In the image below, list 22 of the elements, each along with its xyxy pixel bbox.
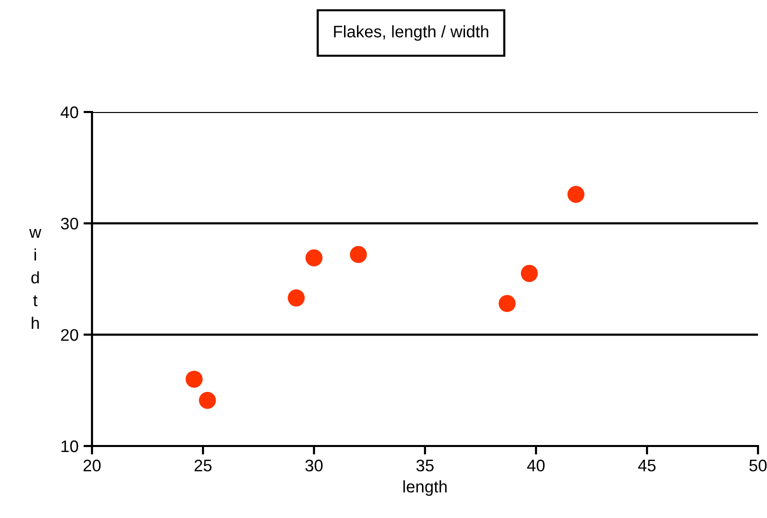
point xyxy=(186,370,203,388)
y-tick-label: 20 xyxy=(61,329,78,341)
x-tick-label: 30 xyxy=(305,460,323,472)
x-tick-label: 35 xyxy=(416,460,434,472)
x-tick-label: 20 xyxy=(84,460,101,472)
point xyxy=(567,186,584,203)
point xyxy=(350,246,367,264)
point xyxy=(520,264,538,282)
x-tick-label: 45 xyxy=(638,460,656,472)
y-axis-title: width xyxy=(29,228,42,329)
x-tick-label: 50 xyxy=(749,460,767,472)
x-tick-label: 40 xyxy=(527,460,545,472)
y-tick-label: 40 xyxy=(60,106,78,118)
y-tick-label: 30 xyxy=(60,218,78,230)
point xyxy=(288,289,305,306)
point xyxy=(198,392,216,409)
point xyxy=(305,249,323,266)
x-tick-label: 25 xyxy=(194,460,212,472)
y-tick-label: 10 xyxy=(62,440,78,452)
chart-title: Flakes, length / width xyxy=(334,25,488,41)
point xyxy=(498,294,516,312)
x-axis-title: length xyxy=(403,480,447,496)
